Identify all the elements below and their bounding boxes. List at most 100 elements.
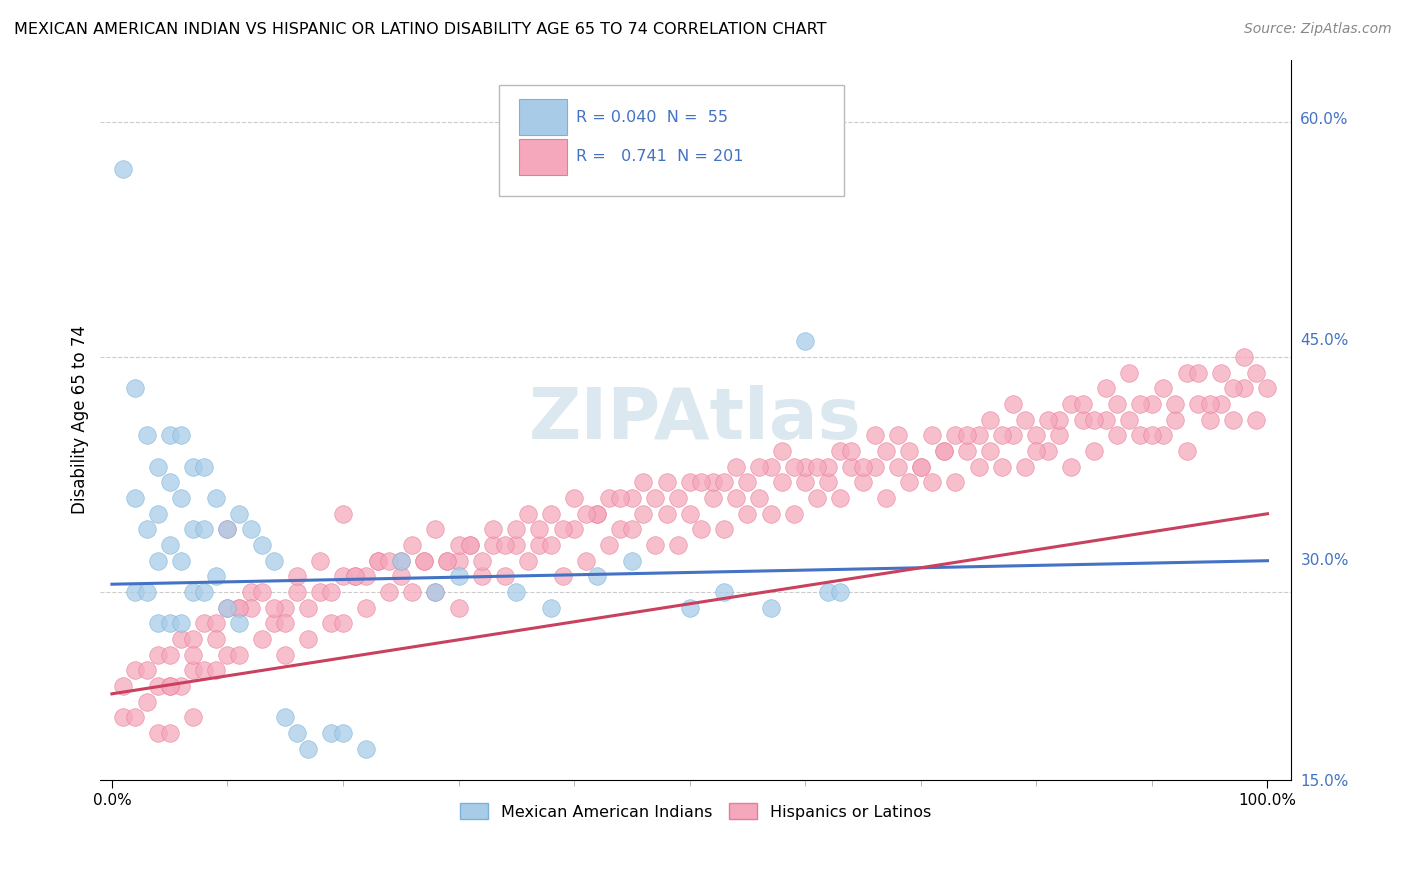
Point bbox=[540, 600, 562, 615]
Point bbox=[1198, 397, 1220, 411]
Point bbox=[620, 522, 643, 536]
Point bbox=[932, 444, 955, 458]
Point bbox=[1002, 428, 1025, 442]
FancyBboxPatch shape bbox=[519, 99, 567, 136]
Point bbox=[146, 554, 169, 568]
Point bbox=[1118, 413, 1140, 427]
Point bbox=[529, 538, 551, 552]
Point bbox=[979, 413, 1001, 427]
Point bbox=[135, 695, 157, 709]
Point bbox=[1049, 413, 1071, 427]
Point bbox=[170, 616, 193, 631]
Point bbox=[841, 459, 863, 474]
Point bbox=[1036, 413, 1059, 427]
Point bbox=[217, 600, 239, 615]
Point bbox=[436, 554, 458, 568]
Point bbox=[759, 459, 782, 474]
Point bbox=[806, 491, 828, 505]
Point bbox=[1094, 413, 1116, 427]
Point bbox=[159, 679, 181, 693]
Point bbox=[1140, 428, 1163, 442]
Point bbox=[285, 726, 308, 740]
Legend: Mexican American Indians, Hispanics or Latinos: Mexican American Indians, Hispanics or L… bbox=[453, 797, 938, 826]
Point bbox=[494, 538, 516, 552]
Point bbox=[1175, 444, 1198, 458]
Point bbox=[389, 554, 412, 568]
Point bbox=[910, 459, 932, 474]
Point bbox=[217, 522, 239, 536]
Point bbox=[1107, 397, 1129, 411]
Point bbox=[413, 554, 436, 568]
Point bbox=[921, 428, 943, 442]
Point bbox=[124, 585, 146, 599]
Point bbox=[297, 741, 319, 756]
Point bbox=[562, 522, 585, 536]
Point bbox=[309, 554, 332, 568]
Point bbox=[1198, 413, 1220, 427]
Point bbox=[575, 554, 598, 568]
Point bbox=[1083, 413, 1105, 427]
Point bbox=[146, 679, 169, 693]
Point bbox=[285, 585, 308, 599]
Point bbox=[898, 444, 921, 458]
Point bbox=[713, 522, 735, 536]
Point bbox=[263, 554, 285, 568]
Point bbox=[551, 569, 574, 583]
Point bbox=[1211, 366, 1233, 380]
Point bbox=[297, 600, 319, 615]
Point bbox=[193, 585, 215, 599]
Point bbox=[1060, 397, 1083, 411]
Point bbox=[354, 600, 377, 615]
Point bbox=[620, 554, 643, 568]
Point bbox=[378, 554, 401, 568]
Point bbox=[1211, 397, 1233, 411]
Point bbox=[516, 554, 538, 568]
Point bbox=[863, 459, 886, 474]
Point bbox=[794, 459, 817, 474]
Point bbox=[321, 726, 343, 740]
Point bbox=[482, 538, 505, 552]
Point bbox=[1129, 428, 1152, 442]
Point bbox=[170, 679, 193, 693]
Point bbox=[679, 507, 702, 521]
Point bbox=[1049, 428, 1071, 442]
Point bbox=[343, 569, 366, 583]
Point bbox=[447, 538, 470, 552]
Point bbox=[263, 616, 285, 631]
Point bbox=[181, 459, 204, 474]
Point bbox=[828, 444, 851, 458]
Point bbox=[135, 585, 157, 599]
Point bbox=[1014, 413, 1036, 427]
Text: R = 0.040  N =  55: R = 0.040 N = 55 bbox=[576, 110, 728, 125]
Point bbox=[1244, 413, 1267, 427]
Point bbox=[1164, 413, 1187, 427]
Point bbox=[1187, 366, 1209, 380]
Point bbox=[159, 538, 181, 552]
Point bbox=[332, 507, 354, 521]
Point bbox=[748, 459, 770, 474]
Point bbox=[945, 475, 967, 490]
Point bbox=[990, 428, 1012, 442]
Point bbox=[274, 648, 297, 662]
Point bbox=[1025, 444, 1047, 458]
Point bbox=[990, 459, 1012, 474]
Point bbox=[181, 710, 204, 724]
Point bbox=[1175, 366, 1198, 380]
Point bbox=[1060, 459, 1083, 474]
Point bbox=[1014, 459, 1036, 474]
Point bbox=[724, 459, 747, 474]
Point bbox=[343, 569, 366, 583]
Point bbox=[367, 554, 389, 568]
Point bbox=[529, 522, 551, 536]
Point bbox=[332, 726, 354, 740]
Point bbox=[1153, 428, 1175, 442]
Point bbox=[841, 444, 863, 458]
Point bbox=[551, 522, 574, 536]
Point bbox=[817, 585, 839, 599]
Point bbox=[274, 616, 297, 631]
Point bbox=[828, 491, 851, 505]
Point bbox=[1107, 428, 1129, 442]
Point bbox=[575, 507, 598, 521]
Point bbox=[228, 507, 250, 521]
Point bbox=[945, 428, 967, 442]
